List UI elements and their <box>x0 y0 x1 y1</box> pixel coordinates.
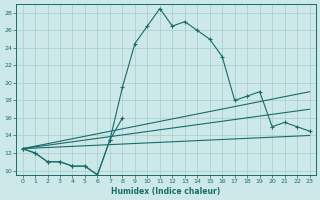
X-axis label: Humidex (Indice chaleur): Humidex (Indice chaleur) <box>111 187 221 196</box>
